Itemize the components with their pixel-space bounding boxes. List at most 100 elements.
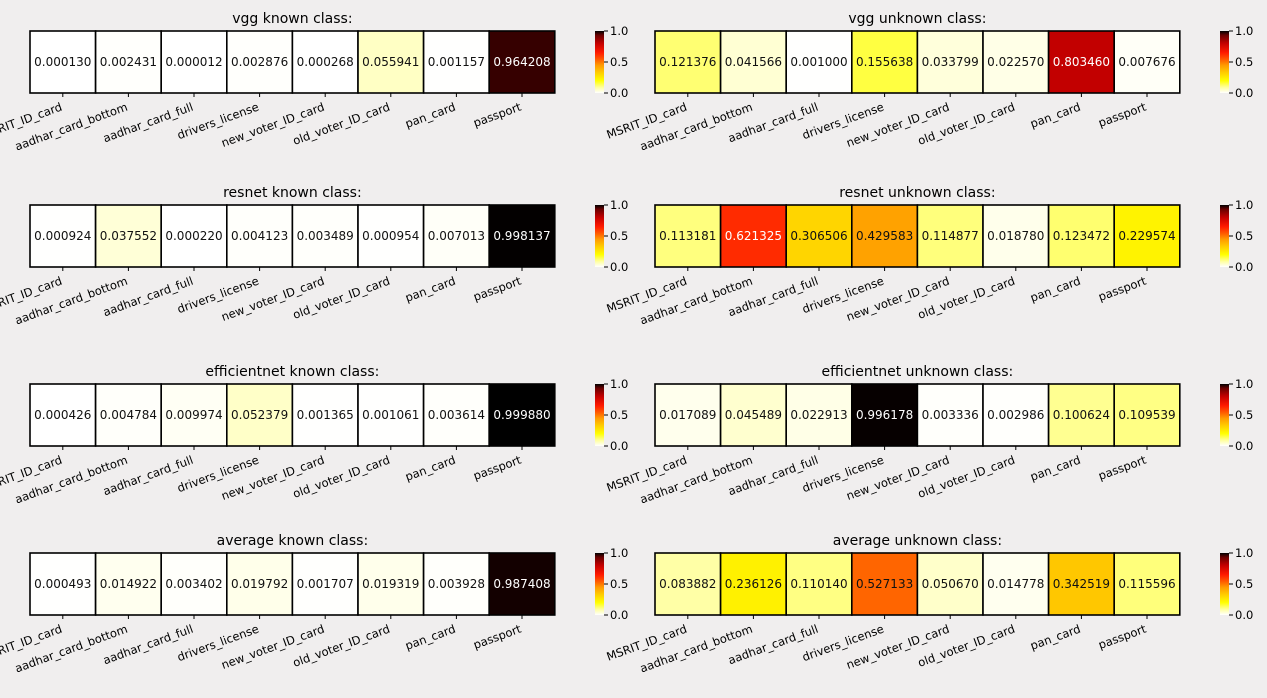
colorbar-tick-label: 0.0 [1235, 608, 1253, 622]
x-tick-label: passport [1096, 621, 1148, 651]
cell-value-label: 0.000426 [34, 408, 91, 422]
x-tick-label: passport [1096, 99, 1148, 129]
heatmap-panel: efficientnet known class:0.000426MSRIT_I… [0, 364, 628, 506]
x-tick-label: passport [471, 99, 523, 129]
heatmap-cell [850, 30, 919, 94]
panel-title: vgg unknown class: [848, 11, 986, 27]
heatmap-cell [291, 383, 359, 447]
colorbar-tick-label: 1.0 [610, 546, 628, 560]
heatmap-cell [916, 204, 984, 268]
heatmap-cell [719, 204, 787, 268]
x-tick-label: aadhar_card_bottom [638, 622, 754, 676]
colorbar-tick-label: 0.5 [1235, 229, 1253, 243]
heatmap-cell [1113, 30, 1181, 94]
colorbar [1220, 205, 1229, 267]
cell-value-label: 0.342519 [1053, 577, 1110, 591]
cell-value-label: 0.123472 [1053, 229, 1110, 243]
colorbar-tick-label: 0.5 [610, 577, 628, 591]
colorbar-tick-label: 0.0 [610, 260, 628, 274]
heatmap-cell [785, 30, 853, 94]
x-tick-label: aadhar_card_bottom [13, 453, 129, 507]
cell-value-label: 0.002876 [231, 55, 288, 69]
colorbar-tick-label: 1.0 [610, 24, 628, 38]
colorbar [1220, 384, 1229, 446]
cell-value-label: 0.041566 [725, 55, 782, 69]
heatmap-panel: average known class:0.000493MSRIT_ID_car… [0, 533, 628, 675]
panel-title: resnet unknown class: [839, 185, 995, 201]
cell-value-label: 0.055941 [362, 55, 419, 69]
cell-value-label: 0.014922 [100, 577, 157, 591]
heatmap-cell [654, 552, 722, 616]
x-tick-label: pan_card [403, 274, 457, 305]
cell-value-label: 0.998137 [493, 229, 550, 243]
heatmap-cell [226, 383, 294, 447]
x-tick-label: passport [471, 452, 523, 482]
cell-value-label: 0.003928 [428, 577, 485, 591]
cell-value-label: 0.001365 [297, 408, 354, 422]
cell-value-label: 0.000493 [34, 577, 91, 591]
cell-value-label: 0.007013 [428, 229, 485, 243]
cell-value-label: 0.001157 [428, 55, 485, 69]
colorbar-tick-label: 0.5 [610, 55, 628, 69]
cell-value-label: 0.019792 [231, 577, 288, 591]
panel-title: vgg known class: [232, 11, 352, 27]
heatmap-cell [1113, 204, 1181, 268]
heatmap-panel: vgg unknown class:0.121376MSRIT_ID_card0… [605, 11, 1254, 153]
cell-value-label: 0.527133 [856, 577, 913, 591]
colorbar [1220, 553, 1229, 615]
cell-value-label: 0.022570 [987, 55, 1044, 69]
heatmap-cell [488, 552, 556, 616]
heatmap-cell [488, 383, 556, 447]
heatmap-panel: resnet unknown class:0.113181MSRIT_ID_ca… [605, 185, 1254, 327]
cell-value-label: 0.001061 [362, 408, 419, 422]
heatmap-cell [719, 383, 787, 447]
colorbar [595, 384, 604, 446]
heatmap-cell [29, 30, 97, 94]
heatmap-panel: efficientnet unknown class:0.017089MSRIT… [605, 364, 1254, 506]
x-tick-label: pan_card [403, 453, 457, 484]
x-tick-label: passport [1096, 452, 1148, 482]
x-tick-label: pan_card [1028, 622, 1082, 653]
heatmap-cell [357, 30, 425, 94]
heatmap-panel: average unknown class:0.083882MSRIT_ID_c… [605, 533, 1254, 675]
panel-title: average unknown class: [833, 533, 1002, 549]
colorbar [595, 205, 604, 267]
x-tick-label: passport [1096, 273, 1148, 303]
cell-value-label: 0.019319 [362, 577, 419, 591]
heatmap-cell [422, 552, 491, 616]
heatmap-cell [291, 30, 359, 94]
cell-value-label: 0.001707 [297, 577, 354, 591]
heatmap-cell [160, 30, 228, 94]
cell-value-label: 0.007676 [1118, 55, 1175, 69]
cell-value-label: 0.964208 [493, 55, 550, 69]
x-tick-label: aadhar_card_bottom [13, 100, 129, 154]
heatmap-cell [357, 383, 425, 447]
heatmap-cell [785, 204, 853, 268]
colorbar-tick-label: 1.0 [1235, 24, 1253, 38]
panel-title: efficientnet unknown class: [822, 364, 1014, 380]
heatmap-cell [1113, 383, 1181, 447]
heatmap-cell [916, 30, 984, 94]
cell-value-label: 0.114877 [922, 229, 979, 243]
colorbar-tick-label: 1.0 [610, 377, 628, 391]
cell-value-label: 0.033799 [922, 55, 979, 69]
cell-value-label: 0.996178 [856, 408, 913, 422]
x-tick-label: aadhar_card_bottom [13, 274, 129, 328]
colorbar [595, 31, 604, 93]
cell-value-label: 0.017089 [659, 408, 716, 422]
cell-value-label: 0.009974 [165, 408, 222, 422]
heatmap-cell [982, 552, 1050, 616]
colorbar-tick-label: 0.5 [1235, 577, 1253, 591]
panel-title: resnet known class: [223, 185, 362, 201]
heatmap-cell [1047, 552, 1115, 616]
cell-value-label: 0.100624 [1053, 408, 1110, 422]
x-tick-label: pan_card [1028, 453, 1082, 484]
colorbar-tick-label: 0.5 [1235, 55, 1253, 69]
cell-value-label: 0.987408 [493, 577, 550, 591]
heatmap-cell [226, 204, 294, 268]
heatmap-cell [785, 552, 853, 616]
heatmap-cell [785, 383, 853, 447]
heatmap-cell [357, 204, 425, 268]
cell-value-label: 0.621325 [725, 229, 782, 243]
